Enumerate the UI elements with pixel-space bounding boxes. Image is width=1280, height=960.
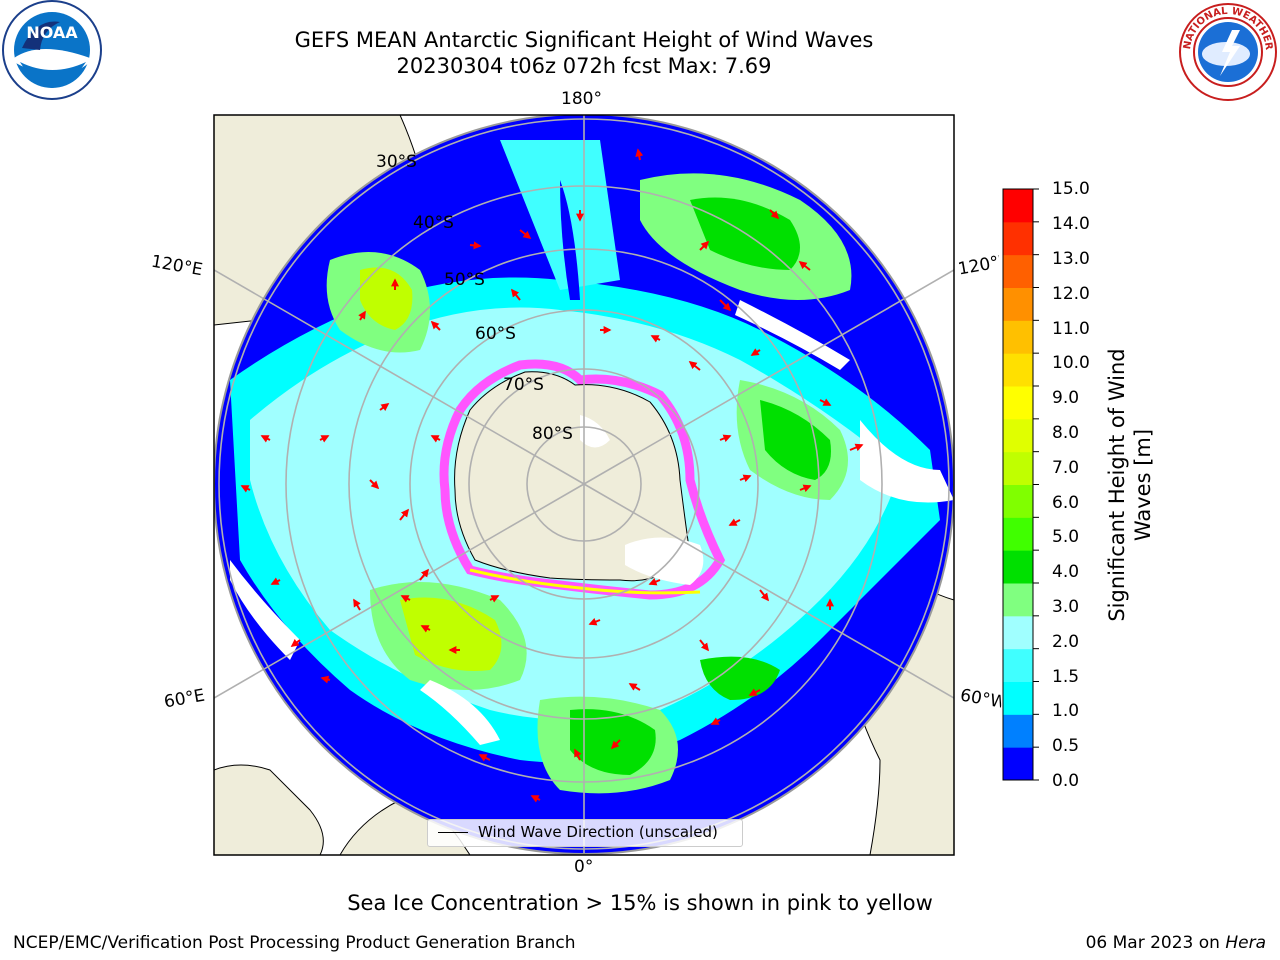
colorbar-band (1003, 484, 1033, 518)
footer-credit: NCEP/EMC/Verification Post Processing Pr… (13, 933, 576, 953)
colorbar-tick: 0.0 (1052, 771, 1080, 791)
colorbar-tick: 6.0 (1052, 493, 1080, 513)
colorbar-tick: 1.5 (1052, 667, 1080, 687)
colorbar-band (1003, 615, 1033, 650)
lon-label-0: 0° (574, 857, 594, 877)
colorbar-tick: 10.0 (1052, 353, 1090, 373)
colorbar-band (1003, 189, 1033, 223)
colorbar-tick: 5.0 (1052, 527, 1080, 547)
colorbar-tick: 15.0 (1052, 179, 1090, 199)
colorbar-band (1003, 714, 1033, 748)
lat-label-80s: 80°S (532, 424, 573, 444)
footer-machine: Hera (1225, 933, 1266, 953)
colorbar-band (1003, 386, 1033, 420)
colorbar-band (1003, 287, 1033, 321)
graticule (214, 115, 954, 855)
colorbar-tick: 14.0 (1052, 214, 1090, 234)
colorbar-band (1003, 451, 1033, 485)
wind-wave-arrows (240, 148, 864, 803)
nws-logo: NATIONAL WEATHER SERVICE (1176, 0, 1277, 101)
lat-label-40s: 40°S (413, 213, 454, 233)
colorbar-tick: 3.0 (1052, 597, 1080, 617)
lon-label-180: 180° (561, 89, 602, 109)
colorbar-band (1003, 517, 1033, 551)
colorbar-band (1003, 320, 1033, 354)
colorbar (1003, 188, 1039, 781)
colorbar-band (1003, 747, 1033, 781)
sea-ice-note: Sea Ice Concentration > 15% is shown in … (347, 891, 933, 915)
map-frame (213, 114, 955, 856)
colorbar-band (1003, 583, 1033, 617)
colorbar-band (1003, 418, 1033, 453)
map-boundary (214, 115, 954, 855)
colorbar-label: Significant Height of Wind Waves [m] (1105, 348, 1155, 622)
noaa-logo: NOAA (2, 0, 102, 100)
sea-ice-edge (439, 359, 726, 600)
lat-label-60s: 60°S (475, 324, 516, 344)
colorbar-frame (1002, 188, 1034, 781)
colorbar-band (1003, 648, 1033, 682)
antarctica (439, 359, 726, 600)
africa-land (214, 764, 324, 855)
footer-date-text: 06 Mar 2023 on (1085, 933, 1220, 953)
colorbar-tick: 11.0 (1052, 319, 1090, 339)
colorbar-tick: 9.0 (1052, 388, 1080, 408)
colorbar-tick: 8.0 (1052, 423, 1080, 443)
colorbar-tick: 7.0 (1052, 458, 1080, 478)
colorbar-band (1003, 254, 1033, 288)
chart-subtitle: 20230304 t06z 072h fcst Max: 7.69 (396, 54, 772, 78)
map-legend: Wind Wave Direction (unscaled) (427, 819, 743, 847)
chart-title: GEFS MEAN Antarctic Significant Height o… (294, 28, 874, 52)
lat-label-50s: 50°S (444, 270, 485, 290)
colorbar-tick: 4.0 (1052, 562, 1080, 582)
colorbar-tick: 1.0 (1052, 701, 1080, 721)
legend-text: Wind Wave Direction (unscaled) (478, 823, 718, 841)
colorbar-band (1003, 681, 1033, 715)
colorbar-band (1003, 221, 1033, 256)
colorbar-tick: 13.0 (1052, 249, 1090, 269)
colorbar-tick: 12.0 (1052, 284, 1090, 304)
colorbar-band (1003, 550, 1033, 584)
legend-line-sample (438, 832, 468, 833)
noaa-logo-text: NOAA (26, 23, 78, 42)
colorbar-tick: 2.0 (1052, 632, 1080, 652)
colorbar-band (1003, 353, 1033, 387)
lat-label-30s: 30°S (376, 152, 417, 172)
lat-label-70s: 70°S (503, 375, 544, 395)
colorbar-tick: 0.5 (1052, 736, 1080, 756)
footer-date: 06 Mar 2023 on Hera (1086, 933, 1266, 953)
